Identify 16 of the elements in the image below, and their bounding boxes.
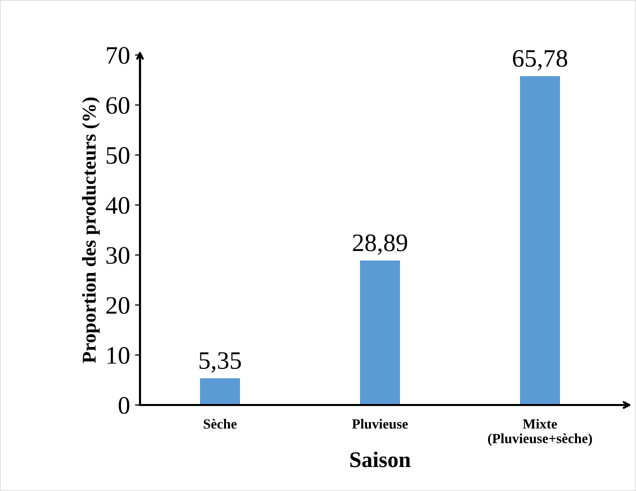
data-label: 28,89	[352, 234, 408, 255]
data-label: 65,78	[512, 50, 568, 70]
y-tick-label: 70	[106, 47, 130, 64]
y-tick-label: 10	[107, 347, 130, 364]
y-axis-title: Proportion des producteurs (%)	[82, 98, 100, 363]
y-tick-label: 30	[106, 247, 130, 264]
y-tick-label: 0	[118, 397, 130, 414]
x-tick-label: Pluvieuse	[352, 418, 408, 429]
y-tick-label: 50	[106, 147, 130, 164]
y-tick-label: 60	[106, 97, 130, 114]
data-label: 5,35	[200, 352, 241, 373]
x-tick-label: Mixte (Pluvieuse+sèche)	[488, 418, 592, 446]
x-axis-title: Saison	[350, 452, 411, 468]
x-tick-label: Sèche	[204, 418, 237, 429]
y-tick-label: 20	[106, 297, 130, 314]
y-tick-label: 40	[106, 197, 130, 214]
